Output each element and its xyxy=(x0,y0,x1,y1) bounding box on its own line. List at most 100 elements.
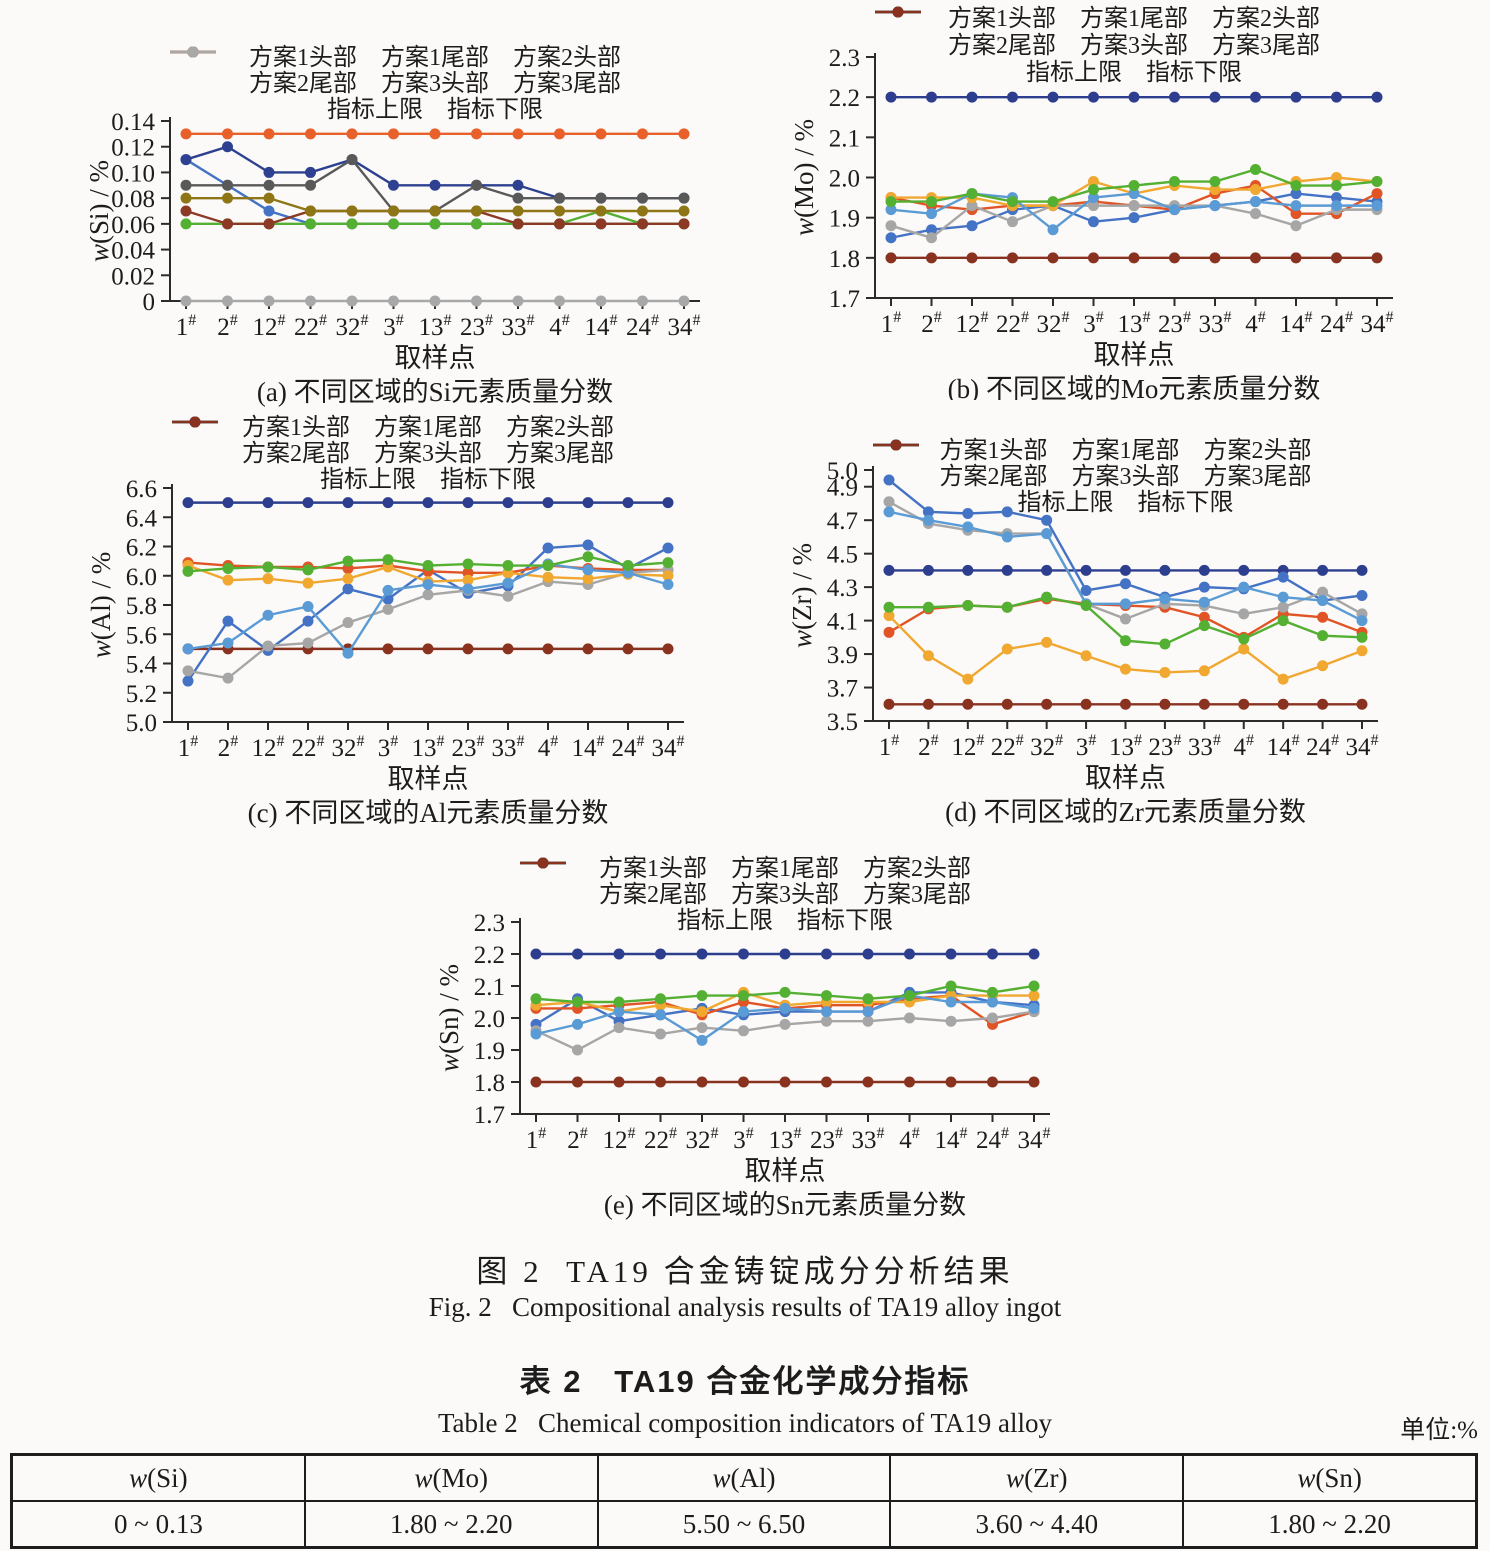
svg-text:23#: 23# xyxy=(810,1125,843,1154)
legend-marker-icon xyxy=(875,6,921,18)
series-指标下限 xyxy=(182,643,674,655)
legend-entry: 指标下限 xyxy=(873,439,1234,516)
svg-text:4#: 4# xyxy=(1234,732,1255,761)
plot-c: 5.05.25.4 5.65.86.06.2 6.46.6 1# 2# 12# 22# 32#… xyxy=(90,476,685,828)
legend-label: 指标上限 xyxy=(320,467,416,493)
legend-label: 方案1头部 xyxy=(249,45,357,71)
legend-entry: 方案2头部 xyxy=(520,856,971,882)
legend-marker-icon xyxy=(172,416,218,428)
legend-label: 指标下限 xyxy=(440,467,536,493)
series-指标上限 xyxy=(885,91,1383,103)
svg-text:33#: 33# xyxy=(492,733,525,762)
svg-text:0.02: 0.02 xyxy=(111,263,155,290)
chart-caption: (e) 不同区域的Sn元素质量分数 xyxy=(604,1190,966,1220)
table-value-mo: 1.80 ~ 2.20 xyxy=(306,1502,599,1546)
legend: 方案1头部 方案1尾部 方案2头部 方案2尾部 方案3头部 方案3尾部 指标上限 指标下限 xyxy=(170,45,700,123)
legend-entry: 方案2头部 xyxy=(875,5,1320,32)
x-axis-title: 取样点 xyxy=(395,343,476,373)
svg-text:2.1: 2.1 xyxy=(474,974,505,1001)
svg-text:24#: 24# xyxy=(976,1125,1009,1154)
y-axis: 00.020.040.060.080.100.120.14 xyxy=(111,109,170,316)
svg-text:0.14: 0.14 xyxy=(111,109,155,136)
legend: 方案1头部 方案1尾部 方案2头部 方案2尾部 方案3头部 方案3尾部 指标上限 指标下限 xyxy=(873,438,1378,516)
chart-sn: 1.7 1.8 1.9 2.0 2.1 2.2 2.3 1# 2# 12# 22# 32# 3# 13# 2… xyxy=(395,850,1105,1240)
legend-entry: 方案2尾部 xyxy=(172,416,350,467)
legend-entry: 方案2头部 xyxy=(170,45,621,71)
svg-text:5.6: 5.6 xyxy=(126,622,157,649)
svg-text:0.08: 0.08 xyxy=(111,186,155,213)
legend: 方案1头部 方案1尾部 方案2头部 方案2尾部 方案3头部 方案3尾部 指标上限 指标下限 xyxy=(520,856,1050,934)
legend-marker-icon xyxy=(520,857,566,869)
svg-text:33#: 33# xyxy=(1199,309,1232,338)
svg-text:2.1: 2.1 xyxy=(829,125,860,152)
svg-text:24#: 24# xyxy=(626,312,659,341)
legend-entry: 指标下限 xyxy=(172,416,536,493)
legend-label: 方案1尾部 xyxy=(374,415,482,441)
svg-text:5.4: 5.4 xyxy=(126,652,158,679)
svg-text:34#: 34# xyxy=(652,733,685,762)
legend-label: 方案2头部 xyxy=(863,856,971,882)
composition-table: w (Si) w (Mo) w (Al) w (Zr) w (Sn) 0 ~ 0.13 1… xyxy=(10,1453,1478,1549)
svg-text:13#: 13# xyxy=(412,733,445,762)
legend-label: 方案1尾部 xyxy=(1071,438,1180,464)
svg-text:3.7: 3.7 xyxy=(827,676,858,703)
table-header-sn: w (Sn) xyxy=(1297,1462,1362,1493)
chart-al: 5.0 5.2 5.4 5.6 5.8 6.0 6.2 6.4 6.6 1# 2# 12# 22# 32#… xyxy=(90,400,800,835)
svg-text:22#: 22# xyxy=(644,1125,677,1154)
legend-marker-icon xyxy=(170,46,216,58)
svg-text:4#: 4# xyxy=(899,1125,920,1154)
svg-text:24#: 24# xyxy=(1320,309,1353,338)
legend-label: 指标上限 xyxy=(677,908,773,934)
legend: 方案1头部 方案1尾部 方案2头部 方案2尾部 方案3头部 方案3尾部 指标上限 指标下限 xyxy=(875,5,1393,86)
legend-label: 方案2头部 xyxy=(1203,438,1312,464)
svg-text:3.9: 3.9 xyxy=(827,642,858,669)
legend-entry: 方案2头部 xyxy=(172,415,614,441)
legend-label: 方案2头部 xyxy=(506,415,614,441)
legend-entry: 方案2尾部 xyxy=(520,857,707,908)
svg-text:12#: 12# xyxy=(603,1125,636,1154)
svg-text:12#: 12# xyxy=(956,309,989,338)
series-方案3尾部 xyxy=(885,163,1383,208)
svg-text:3#: 3# xyxy=(378,733,399,762)
legend-label: 方案3尾部 xyxy=(1212,32,1320,59)
table-header-al: w (Al) xyxy=(599,1456,892,1500)
svg-text:22#: 22# xyxy=(294,312,327,341)
legend-label: 方案2尾部 xyxy=(948,32,1056,59)
svg-text:4#: 4# xyxy=(549,312,570,341)
svg-text:2.0: 2.0 xyxy=(474,1006,505,1033)
svg-text:13#: 13# xyxy=(769,1125,802,1154)
svg-text:23#: 23# xyxy=(460,312,493,341)
x-axis-title: 取样点 xyxy=(1094,340,1175,370)
chart-caption: (c) 不同区域的Al元素质量分数 xyxy=(248,798,609,828)
svg-text:2#: 2# xyxy=(217,312,238,341)
svg-text:33#: 33# xyxy=(1188,732,1221,761)
legend-label: 方案3头部 xyxy=(1080,32,1188,59)
legend-entry: 指标上限 xyxy=(520,857,773,934)
svg-text:1#: 1# xyxy=(881,309,902,338)
svg-text:6.4: 6.4 xyxy=(126,505,158,532)
legend-label: 方案2尾部 xyxy=(249,71,357,97)
legend-entry: 方案3尾部 xyxy=(170,46,621,97)
x-axis: 1# 2# 12# 22# 32# 3# 13# 23# 33# 4# 14# 24# 34# xyxy=(881,298,1394,338)
svg-text:5.8: 5.8 xyxy=(126,593,157,620)
y-axis-title: w(Al) / % xyxy=(90,552,116,659)
legend-label: 方案2头部 xyxy=(1212,5,1320,32)
svg-text:4.9: 4.9 xyxy=(827,475,858,502)
x-axis: 1# 2# 12# 22# 32# 3# 13# 23# 33# 4# 14# 24# 34# xyxy=(526,1114,1051,1154)
legend-label: 方案3头部 xyxy=(381,71,489,97)
svg-text:14#: 14# xyxy=(1280,309,1313,338)
svg-text:14#: 14# xyxy=(572,733,605,762)
table-value-row: 0 ~ 0.13 1.80 ~ 2.20 5.50 ~ 6.50 3.60 ~ … xyxy=(13,1502,1475,1546)
series-方案3尾部 xyxy=(182,551,674,577)
table-value-zr: 3.60 ~ 4.40 xyxy=(891,1502,1185,1546)
svg-text:1.8: 1.8 xyxy=(829,246,860,273)
legend-entry: 指标上限 xyxy=(172,416,416,493)
svg-text:1.9: 1.9 xyxy=(829,206,860,233)
plot-b: 1.71.81.92.02.12.22.31# 2# 12# 22# 32# 3# 13# 2… xyxy=(789,45,1394,400)
table-value-sn: 1.80 ~ 2.20 xyxy=(1268,1508,1391,1539)
series-指标上限 xyxy=(180,128,690,140)
legend-label: 方案1尾部 xyxy=(731,856,839,882)
table-value-si: 0 ~ 0.13 xyxy=(13,1502,306,1546)
svg-text:3#: 3# xyxy=(1083,309,1104,338)
svg-text:2.3: 2.3 xyxy=(474,910,505,937)
